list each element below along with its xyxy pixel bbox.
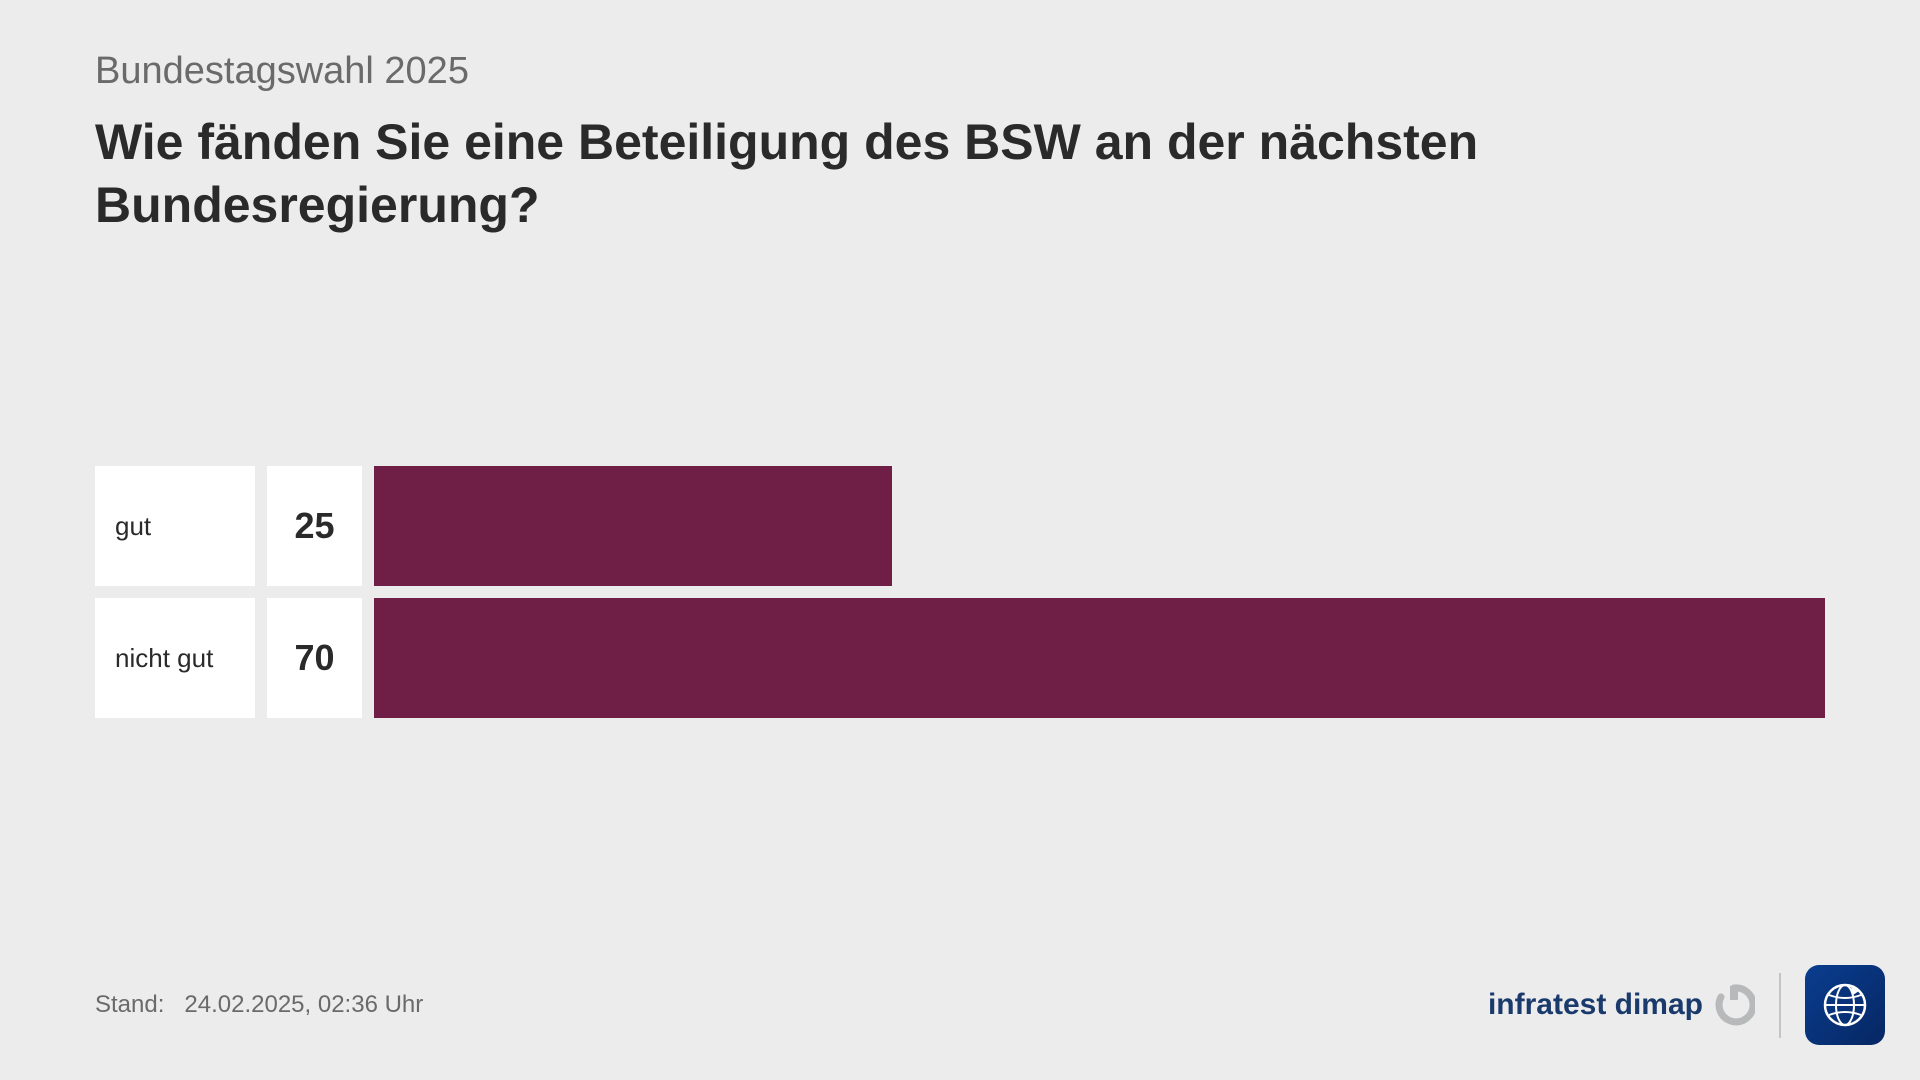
bar-label-box: gut xyxy=(95,466,255,586)
infratest-text: infratest dimap xyxy=(1488,988,1703,1022)
stand-label: Stand: xyxy=(95,991,164,1018)
stand-text: Stand: 24.02.2025, 02:36 Uhr xyxy=(95,991,423,1019)
bar-track xyxy=(374,466,1825,586)
bar-track xyxy=(374,598,1825,718)
infratest-dimap-icon xyxy=(1713,984,1755,1026)
chart-title: Wie fänden Sie eine Beteiligung des BSW … xyxy=(95,111,1825,236)
stand-value: 24.02.2025, 02:36 Uhr xyxy=(184,991,423,1018)
chart-container: Bundestagswahl 2025 Wie fänden Sie eine … xyxy=(0,0,1920,1080)
subtitle: Bundestagswahl 2025 xyxy=(95,50,1825,93)
bar-label-box: nicht gut xyxy=(95,598,255,718)
bar-row: nicht gut70 xyxy=(95,598,1825,718)
bar-value-box: 25 xyxy=(267,466,362,586)
footer: Stand: 24.02.2025, 02:36 Uhr infratest d… xyxy=(95,965,1885,1045)
bar-fill xyxy=(374,466,892,586)
logo-divider xyxy=(1779,973,1781,1038)
bar-fill xyxy=(374,598,1825,718)
bar-row: gut25 xyxy=(95,466,1825,586)
chart-area: gut25nicht gut70 xyxy=(95,256,1825,1040)
bar-value-box: 70 xyxy=(267,598,362,718)
ard-globe-icon xyxy=(1823,983,1867,1027)
infratest-logo: infratest dimap xyxy=(1488,984,1755,1026)
ard-logo xyxy=(1805,965,1885,1045)
logos-area: infratest dimap xyxy=(1488,965,1885,1045)
